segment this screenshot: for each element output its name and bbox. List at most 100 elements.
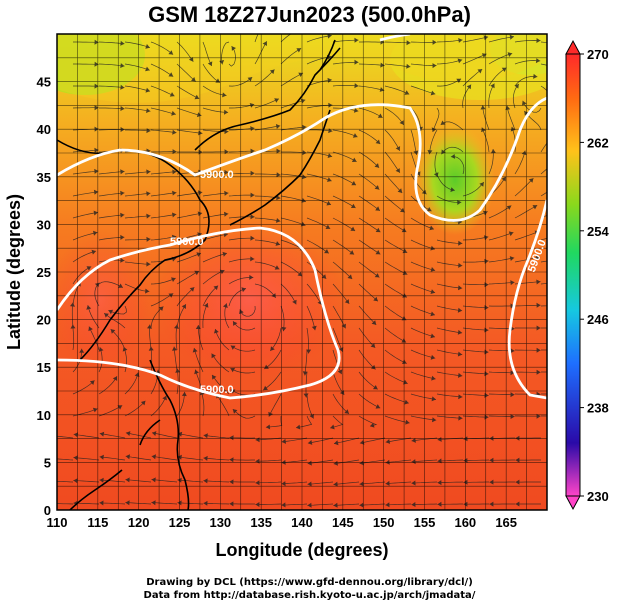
streamline xyxy=(124,41,151,49)
coastline xyxy=(57,39,341,510)
colorbar-top-arrow xyxy=(565,39,581,55)
streamline-arrow xyxy=(480,105,486,110)
streamline-arrow xyxy=(344,409,349,414)
streamline-arrow xyxy=(250,126,255,132)
streamline-arrow xyxy=(98,347,104,352)
streamline-arrow xyxy=(118,283,123,288)
streamline xyxy=(488,36,515,43)
streamline xyxy=(462,84,472,109)
streamline-arrow xyxy=(292,299,297,305)
streamline xyxy=(57,480,74,483)
streamline-arrow xyxy=(374,273,380,278)
streamline-arrow xyxy=(171,110,176,116)
streamline-arrow xyxy=(275,124,281,129)
streamline-arrow xyxy=(440,120,446,125)
streamline xyxy=(511,126,516,153)
streamline-arrow xyxy=(146,191,151,197)
streamline-arrow xyxy=(120,257,125,263)
streamline xyxy=(540,191,547,197)
streamline-arrow xyxy=(94,105,99,111)
streamline xyxy=(306,261,327,280)
streamline xyxy=(99,502,126,505)
streamline xyxy=(410,305,436,316)
streamline-arrow xyxy=(411,502,416,507)
streamline xyxy=(72,232,98,241)
streamline-arrow xyxy=(458,240,463,246)
streamline-arrow xyxy=(296,48,302,53)
streamline xyxy=(202,213,229,219)
streamline-arrow xyxy=(120,234,125,240)
streamline-arrow xyxy=(380,62,385,68)
streamline xyxy=(150,129,177,134)
streamline-arrow xyxy=(302,124,307,130)
streamline xyxy=(330,415,344,429)
streamline xyxy=(540,63,547,66)
streamline xyxy=(72,250,97,263)
latitude-tick-label: 25 xyxy=(37,265,51,280)
streamline xyxy=(384,217,407,233)
streamline xyxy=(99,107,125,110)
streamline xyxy=(410,393,437,400)
streamline-arrow xyxy=(479,182,484,187)
streamline-arrow xyxy=(458,394,463,400)
latitude-tick-label: 35 xyxy=(37,170,51,185)
streamline xyxy=(150,346,153,373)
streamline xyxy=(358,195,381,211)
streamline-arrow xyxy=(281,326,287,332)
streamline xyxy=(410,261,436,271)
streamline-arrow xyxy=(484,371,489,377)
streamline xyxy=(254,69,275,87)
streamline-arrow xyxy=(411,437,416,443)
streamline xyxy=(514,204,538,219)
streamline-arrow xyxy=(274,265,280,270)
streamline-arrow xyxy=(326,200,331,206)
latitude-tick-label: 15 xyxy=(37,360,51,375)
streamline-arrow xyxy=(457,329,463,335)
streamline-arrow xyxy=(73,455,78,461)
streamline-arrow xyxy=(162,395,167,401)
streamline-arrow xyxy=(120,40,125,46)
streamline xyxy=(437,481,464,484)
streamline-arrow xyxy=(93,210,98,216)
streamline-arrow xyxy=(532,205,538,210)
streamline-arrow xyxy=(333,460,338,466)
colorbar-tick-label: 270 xyxy=(587,47,609,62)
streamline-arrow xyxy=(457,58,463,64)
streamline xyxy=(280,34,292,43)
streamline-arrow xyxy=(347,274,353,279)
streamline xyxy=(358,173,380,190)
streamline xyxy=(307,481,334,485)
streamline xyxy=(99,433,126,439)
streamline-arrow xyxy=(230,345,236,350)
streamline xyxy=(57,458,74,461)
streamline-arrow xyxy=(359,481,364,487)
streamline xyxy=(384,151,401,173)
streamline-arrow xyxy=(232,409,238,414)
streamline-arrow xyxy=(271,293,276,298)
streamline-arrow xyxy=(327,34,332,39)
streamline xyxy=(436,349,463,355)
streamline xyxy=(98,41,125,45)
streamline xyxy=(436,393,463,398)
streamline xyxy=(280,72,304,87)
streamline-arrow xyxy=(430,289,436,294)
longitude-tick-label: 115 xyxy=(87,515,108,530)
longitude-tick-label: 140 xyxy=(291,515,313,530)
streamline xyxy=(488,281,515,285)
streamline-arrow xyxy=(557,159,562,164)
streamline xyxy=(306,305,316,331)
streamline-arrow xyxy=(224,129,229,135)
streamline xyxy=(488,83,495,109)
streamline-arrow xyxy=(196,112,202,118)
streamline-arrow xyxy=(203,433,208,439)
streamline xyxy=(228,194,255,197)
streamline xyxy=(384,239,408,254)
streamline xyxy=(358,283,379,302)
streamline xyxy=(232,408,256,419)
streamline xyxy=(230,345,256,352)
streamline-arrow xyxy=(250,192,255,198)
streamline-arrow xyxy=(151,454,156,460)
streamline-arrow xyxy=(171,234,177,240)
streamline xyxy=(87,305,100,329)
